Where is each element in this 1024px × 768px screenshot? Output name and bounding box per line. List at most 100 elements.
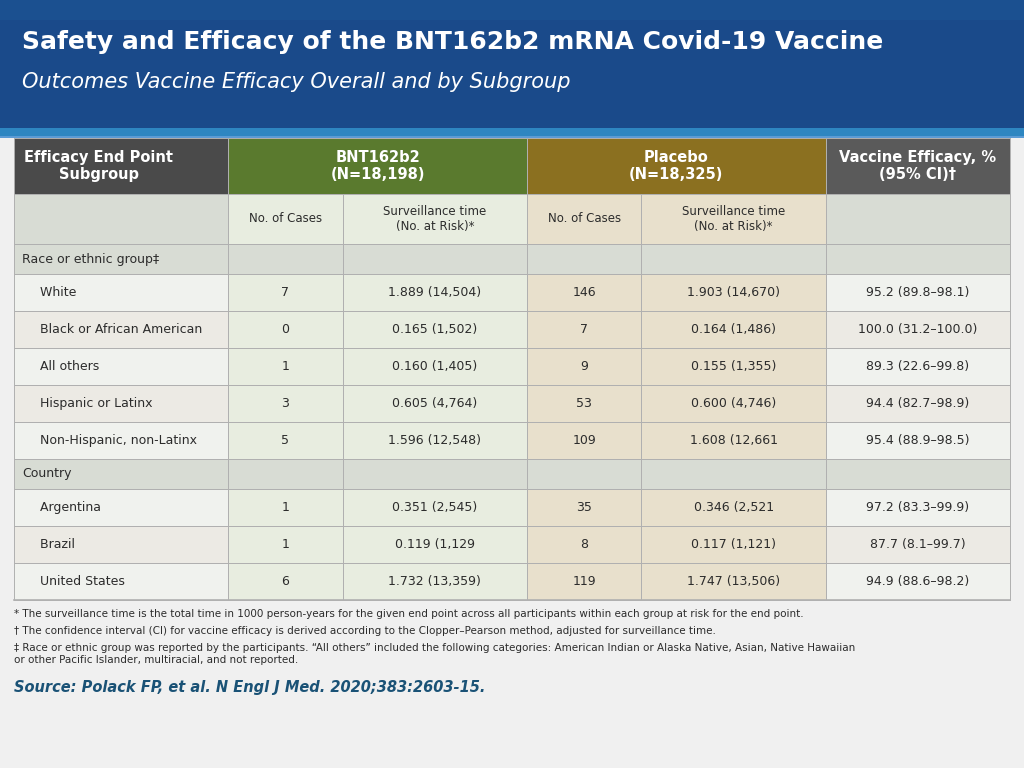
Text: 0.346 (2,521: 0.346 (2,521	[693, 501, 774, 514]
Bar	[527, 385, 641, 422]
Bar	[14, 422, 228, 459]
Text: 1.732 (13,359): 1.732 (13,359)	[388, 575, 481, 588]
Text: 0.155 (1,355): 0.155 (1,355)	[691, 360, 776, 373]
Text: Efficacy End Point
Subgroup: Efficacy End Point Subgroup	[24, 150, 173, 182]
Bar	[228, 244, 343, 274]
Text: 1.596 (12,548): 1.596 (12,548)	[388, 434, 481, 447]
Text: * The surveillance time is the total time in 1000 person-years for the given end: * The surveillance time is the total tim…	[14, 609, 804, 619]
Text: 1: 1	[282, 360, 290, 373]
Bar	[641, 459, 825, 489]
Text: Argentina: Argentina	[24, 501, 101, 514]
Text: 1: 1	[282, 501, 290, 514]
Text: Country: Country	[22, 468, 72, 481]
Text: 0: 0	[282, 323, 290, 336]
Text: 8: 8	[581, 538, 588, 551]
Bar	[228, 311, 343, 348]
Bar	[343, 563, 527, 600]
Bar	[527, 274, 641, 311]
Text: 87.7 (8.1–99.7): 87.7 (8.1–99.7)	[870, 538, 966, 551]
Text: Outcomes Vaccine Efficacy Overall and by Subgroup: Outcomes Vaccine Efficacy Overall and by…	[22, 72, 570, 92]
Text: Race or ethnic group‡: Race or ethnic group‡	[22, 253, 160, 266]
Bar	[641, 422, 825, 459]
Bar	[527, 244, 641, 274]
Bar	[228, 194, 343, 244]
Bar	[825, 244, 1010, 274]
Text: Hispanic or Latinx: Hispanic or Latinx	[24, 397, 153, 410]
Bar	[228, 526, 343, 563]
Text: Vaccine Efficacy, %
(95% CI)†: Vaccine Efficacy, % (95% CI)†	[840, 150, 996, 182]
Bar	[343, 422, 527, 459]
Bar	[0, 0, 1024, 128]
Bar	[343, 526, 527, 563]
Text: 94.9 (88.6–98.2): 94.9 (88.6–98.2)	[866, 575, 970, 588]
Text: 97.2 (83.3–99.9): 97.2 (83.3–99.9)	[866, 501, 970, 514]
Bar	[14, 194, 228, 244]
Bar	[825, 385, 1010, 422]
Bar	[14, 489, 228, 526]
Bar	[641, 526, 825, 563]
Bar	[641, 311, 825, 348]
Text: Surveillance time
(No. at Risk)*: Surveillance time (No. at Risk)*	[383, 205, 486, 233]
Bar	[641, 563, 825, 600]
Text: No. of Cases: No. of Cases	[249, 213, 322, 226]
Text: Surveillance time
(No. at Risk)*: Surveillance time (No. at Risk)*	[682, 205, 785, 233]
Text: 5: 5	[282, 434, 290, 447]
Text: 0.160 (1,405): 0.160 (1,405)	[392, 360, 477, 373]
Bar	[527, 563, 641, 600]
Text: 1.608 (12,661: 1.608 (12,661	[689, 434, 777, 447]
Text: Safety and Efficacy of the BNT162b2 mRNA Covid-19 Vaccine: Safety and Efficacy of the BNT162b2 mRNA…	[22, 30, 884, 54]
Bar	[14, 274, 228, 311]
Bar	[14, 459, 228, 489]
Text: 146: 146	[572, 286, 596, 299]
Bar	[0, 128, 1024, 136]
Text: 9: 9	[581, 360, 588, 373]
Text: 0.165 (1,502): 0.165 (1,502)	[392, 323, 477, 336]
Text: 0.600 (4,746): 0.600 (4,746)	[691, 397, 776, 410]
Text: 35: 35	[577, 501, 592, 514]
Text: Black or African American: Black or African American	[24, 323, 203, 336]
Bar	[14, 563, 228, 600]
Bar	[343, 311, 527, 348]
Text: 89.3 (22.6–99.8): 89.3 (22.6–99.8)	[866, 360, 970, 373]
Text: † The confidence interval (CI) for vaccine efficacy is derived according to the : † The confidence interval (CI) for vacci…	[14, 626, 716, 636]
Text: Placebo
(N=18,325): Placebo (N=18,325)	[629, 150, 724, 182]
Bar	[343, 244, 527, 274]
Bar	[641, 489, 825, 526]
Bar	[343, 385, 527, 422]
Text: BNT162b2
(N=18,198): BNT162b2 (N=18,198)	[331, 150, 425, 182]
Bar	[641, 385, 825, 422]
Bar	[0, 0, 1024, 20]
Bar	[641, 274, 825, 311]
Bar	[343, 274, 527, 311]
Bar	[228, 348, 343, 385]
Bar	[825, 489, 1010, 526]
Bar	[825, 348, 1010, 385]
Text: 1.903 (14,670): 1.903 (14,670)	[687, 286, 780, 299]
Bar	[527, 194, 641, 244]
Bar	[641, 244, 825, 274]
Bar	[343, 194, 527, 244]
Bar	[825, 138, 1010, 194]
Bar	[825, 311, 1010, 348]
Bar	[14, 348, 228, 385]
Text: 94.4 (82.7–98.9): 94.4 (82.7–98.9)	[866, 397, 970, 410]
Text: No. of Cases: No. of Cases	[548, 213, 621, 226]
Bar	[527, 526, 641, 563]
Bar	[527, 138, 825, 194]
Bar	[343, 489, 527, 526]
Bar	[825, 563, 1010, 600]
Bar	[228, 489, 343, 526]
Bar	[825, 274, 1010, 311]
Text: Non-Hispanic, non-Latinx: Non-Hispanic, non-Latinx	[24, 434, 197, 447]
Bar	[527, 348, 641, 385]
Text: 7: 7	[581, 323, 588, 336]
Bar	[228, 385, 343, 422]
Text: All others: All others	[24, 360, 99, 373]
Bar	[825, 422, 1010, 459]
Bar	[343, 348, 527, 385]
Bar	[0, 136, 1024, 138]
Bar	[228, 422, 343, 459]
Bar	[527, 489, 641, 526]
Bar	[527, 459, 641, 489]
Bar	[14, 385, 228, 422]
